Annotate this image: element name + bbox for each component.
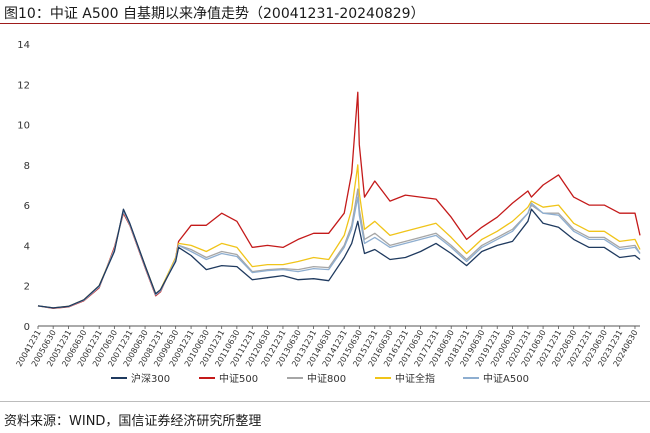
series-line-3 [37,164,641,309]
y-tick-label: 0 [24,322,30,333]
chart-area: 0 2 4 6 8 10 12 14 20041231 20050630 20051231 20060… [0,26,650,398]
y-tick-label: 2 [24,282,30,293]
y-tick-label: 14 [17,40,30,51]
title-divider [0,23,650,24]
y-tick-label: 4 [24,241,30,252]
chart-legend: 沪深300 中证500 中证800 中证全指 中证A500 [111,372,529,385]
legend-label: 中证全指 [395,372,435,385]
y-tick-label: 12 [17,80,30,91]
line-chart: 0246810121420041231200506302005123120060… [15,40,641,385]
chart-series [37,91,641,309]
legend-label: 中证A500 [483,372,529,385]
y-tick-label: 10 [17,121,30,132]
y-tick-label: 6 [24,201,30,212]
y-tick-label: 8 [24,161,30,172]
legend-label: 中证800 [307,372,346,385]
legend-label: 中证500 [219,372,258,385]
series-line-0 [37,208,641,309]
chart-axes: 0246810121420041231200506302005123120060… [15,40,640,368]
title-bar: 图10：中证 A500 自基期以来净值走势（20041231-20240829） [0,0,650,24]
figure-title: 图10：中证 A500 自基期以来净值走势（20041231-20240829） [4,6,425,22]
legend-label: 沪深300 [131,372,170,385]
source-note: 资料来源：WIND，国信证券经济研究所整理 [4,414,262,429]
source-divider [0,401,650,402]
series-line-1 [37,91,641,309]
